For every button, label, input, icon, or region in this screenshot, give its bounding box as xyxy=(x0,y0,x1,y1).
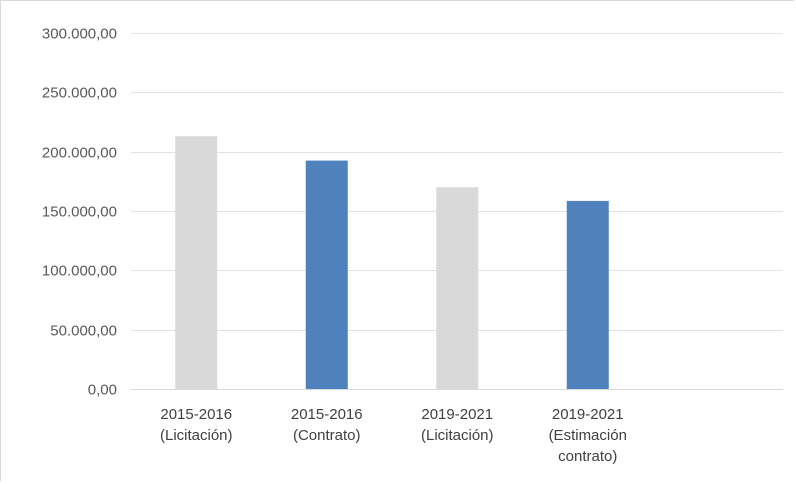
x-tick-label: 2015-2016 xyxy=(160,406,232,423)
x-tick-label: (Estimación xyxy=(549,427,627,444)
x-tick-label: 2019-2021 xyxy=(421,406,493,423)
x-tick-label: (Licitación) xyxy=(421,427,494,444)
x-tick-label: 2019-2021 xyxy=(552,406,624,423)
y-tick-label: 300.000,00 xyxy=(42,26,117,43)
bar xyxy=(175,136,218,389)
y-tick-label: 0,00 xyxy=(88,382,117,399)
y-tick-label: 250.000,00 xyxy=(42,85,117,102)
bar xyxy=(436,187,479,389)
x-tick-label: contrato) xyxy=(558,448,617,465)
x-tick-label: 2015-2016 xyxy=(291,406,363,423)
y-tick-label: 50.000,00 xyxy=(50,323,117,340)
x-tick-label: (Licitación) xyxy=(160,427,233,444)
y-tick-label: 150.000,00 xyxy=(42,204,117,221)
y-tick-label: 100.000,00 xyxy=(42,263,117,280)
bar xyxy=(566,200,609,389)
y-tick-label: 200.000,00 xyxy=(42,145,117,162)
bar xyxy=(305,160,348,389)
x-tick-label: (Contrato) xyxy=(293,427,361,444)
